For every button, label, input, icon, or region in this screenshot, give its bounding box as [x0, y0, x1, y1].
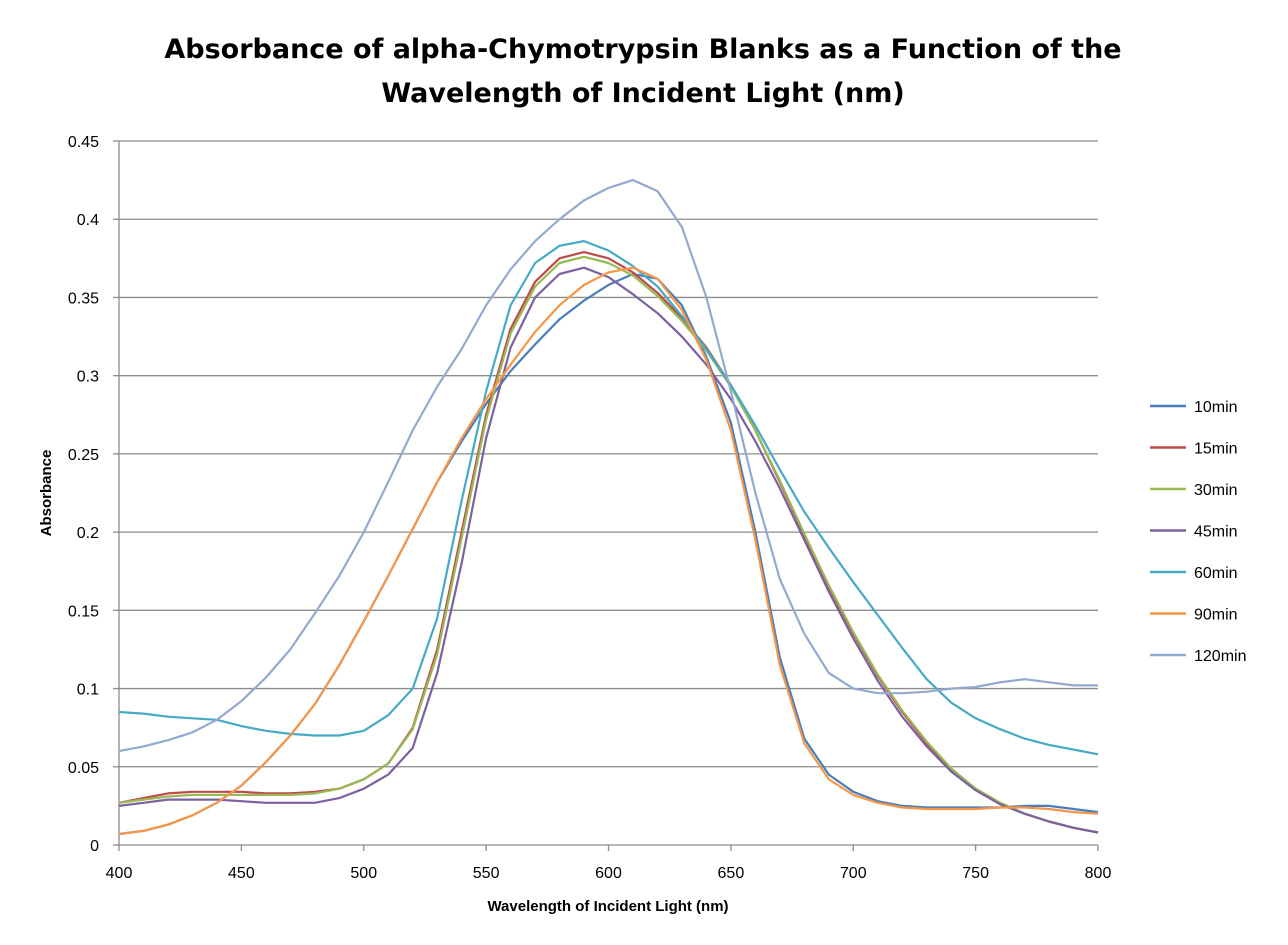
- gridlines: [119, 140, 1098, 768]
- x-axis-label: Wavelength of Incident Light (nm): [487, 898, 728, 915]
- y-tick-label: 0.3: [77, 369, 99, 386]
- y-tick-label: 0.1: [77, 682, 99, 699]
- series-line-90min: [118, 266, 1099, 836]
- series-line-15min: [118, 251, 1099, 834]
- legend-label-15min: 15min: [1194, 441, 1238, 458]
- series-lines: [118, 179, 1099, 836]
- axes: [113, 140, 1099, 851]
- x-tick-label: 800: [1085, 865, 1112, 882]
- series-line-30min: [118, 255, 1099, 834]
- series-line-120min: [118, 179, 1098, 753]
- x-tick-label: 550: [473, 865, 500, 882]
- y-tick-label: 0.2: [77, 525, 99, 542]
- x-tick-label: 400: [106, 865, 133, 882]
- y-tick-label: 0: [90, 838, 99, 855]
- x-tick-label: 750: [962, 865, 989, 882]
- legend-label-60min: 60min: [1194, 565, 1238, 582]
- y-tick-label: 0.4: [77, 212, 99, 229]
- legend-label-45min: 45min: [1194, 524, 1238, 541]
- x-tick-label: 700: [840, 865, 867, 882]
- legend-label-30min: 30min: [1194, 482, 1238, 499]
- series-line-10min: [118, 272, 1099, 836]
- legend-label-90min: 90min: [1194, 607, 1238, 624]
- y-tick-label: 0.05: [68, 760, 99, 777]
- chart-title-line-2: Wavelength of Incident Light (nm): [381, 78, 904, 109]
- x-tick-label: 500: [350, 865, 377, 882]
- x-tick-label: 450: [228, 865, 255, 882]
- x-tick-label: 650: [718, 865, 745, 882]
- legend-label-10min: 10min: [1194, 399, 1238, 416]
- x-tick-label: 600: [595, 865, 622, 882]
- legend: 10min 15min 30min 45min 60min 90min 120min: [1150, 399, 1246, 665]
- legend-label-120min: 120min: [1194, 648, 1246, 665]
- y-tick-label: 0.35: [68, 290, 99, 307]
- series-line-45min: [118, 266, 1099, 834]
- y-tick-label: 0.45: [68, 134, 99, 151]
- y-tick-label: 0.15: [68, 603, 99, 620]
- y-axis-label: Absorbance: [38, 450, 55, 537]
- chart-title-line-1: Absorbance of alpha-Chymotrypsin Blanks …: [164, 34, 1121, 65]
- tick-labels: 0 0.05 0.1 0.15 0.2 0.25 0.3 0.35 0.4 0.45 400 450 5…: [68, 134, 1112, 882]
- series-line-60min: [118, 240, 1099, 756]
- y-tick-label: 0.25: [68, 447, 99, 464]
